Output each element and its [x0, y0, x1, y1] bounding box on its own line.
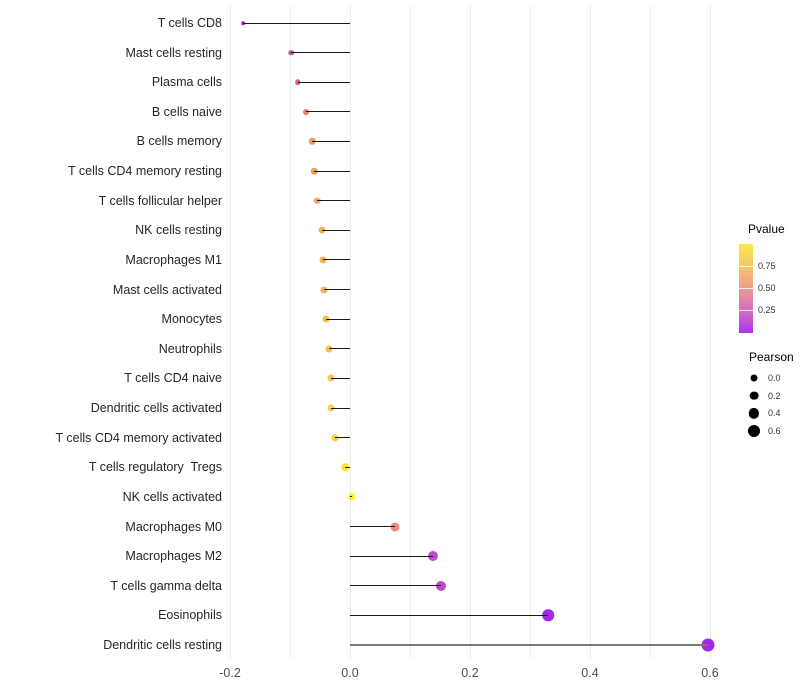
pearson-size-dot — [748, 425, 760, 437]
pearson-size-dot — [750, 374, 758, 382]
lollipop-stem — [350, 614, 548, 616]
y-axis-label: T cells CD4 naive — [124, 371, 222, 386]
y-axis-label: Plasma cells — [151, 75, 222, 90]
pearson-size-label: 0.6 — [768, 426, 781, 436]
gridline — [649, 6, 651, 658]
pvalue-legend-title: Pvalue — [748, 222, 785, 236]
y-axis-label: T cells CD4 memory activated — [55, 430, 223, 445]
pvalue-tick-label: 0.75 — [758, 261, 776, 271]
lollipop-stem — [312, 140, 350, 142]
y-axis-label: T cells CD4 memory resting — [68, 164, 222, 179]
y-axis-label: B cells naive — [151, 104, 222, 119]
data-point — [348, 493, 356, 501]
colorbar-tick — [739, 287, 753, 289]
y-axis-label: NK cells resting — [135, 223, 222, 238]
lollipop-stem — [350, 585, 442, 587]
gridline — [289, 6, 291, 658]
y-axis-label: Mast cells activated — [112, 282, 222, 297]
lollipop-stem — [306, 111, 350, 113]
colorbar-tick — [739, 265, 753, 267]
y-axis-label: Mast cells resting — [125, 45, 222, 60]
lollipop-stem — [331, 407, 350, 409]
x-axis-tick-label: -0.2 — [219, 666, 241, 680]
gridline — [709, 6, 711, 658]
lollipop-stem — [321, 229, 350, 231]
x-axis-tick-label: 0.6 — [701, 666, 719, 680]
y-axis-label: NK cells activated — [122, 489, 222, 504]
gridline — [469, 6, 471, 658]
gridline — [349, 6, 351, 658]
data-point — [390, 522, 400, 532]
lollipop-stem — [345, 466, 350, 468]
gridline — [589, 6, 591, 658]
lollipop-stem — [317, 200, 350, 202]
pearson-size-dot — [749, 391, 759, 401]
data-point — [542, 609, 554, 622]
y-axis-label: B cells memory — [136, 134, 222, 149]
lollipop-stem — [324, 289, 350, 291]
data-point — [436, 580, 447, 591]
x-axis-tick-label: 0.0 — [341, 666, 359, 680]
gridline — [409, 6, 411, 658]
y-axis-label: T cells CD8 — [157, 16, 222, 30]
x-axis-tick-label: 0.2 — [461, 666, 479, 680]
pvalue-colorbar — [739, 244, 753, 333]
gridline — [229, 6, 231, 658]
lollipop-stem — [314, 170, 350, 172]
data-point — [427, 551, 438, 562]
lollipop-stem — [326, 318, 350, 320]
y-axis-label: Dendritic cells activated — [90, 401, 222, 416]
pearson-size-label: 0.0 — [768, 372, 781, 383]
data-point — [701, 638, 715, 652]
y-axis-label: Neutrophils — [158, 341, 222, 356]
pvalue-tick-label: 0.50 — [758, 283, 776, 293]
y-axis-label: Macrophages M1 — [125, 252, 222, 267]
pearson-size-dot — [748, 408, 760, 419]
pvalue-tick-label: 0.25 — [758, 305, 776, 315]
y-axis-label: Eosinophils — [158, 608, 222, 623]
lollipop-stem — [329, 348, 350, 350]
y-axis-label: T cells regulatory Tregs — [88, 460, 222, 475]
y-axis-label: Macrophages M0 — [125, 519, 222, 534]
lollipop-stem — [243, 22, 350, 24]
lollipop-stem — [291, 52, 350, 54]
pearson-size-label: 0.4 — [768, 408, 781, 419]
lollipop-stem — [297, 81, 350, 83]
gridline — [529, 6, 531, 658]
lollipop-stem — [330, 377, 350, 379]
lollipop-stem — [350, 496, 352, 498]
pearson-size-label: 0.2 — [768, 390, 781, 401]
lollipop-stem — [350, 644, 709, 647]
pearson-legend-title: Pearson — [749, 350, 794, 364]
y-axis-label: T cells follicular helper — [98, 193, 222, 208]
y-axis-label: Macrophages M2 — [125, 549, 222, 564]
y-axis-label: Monocytes — [161, 312, 222, 327]
y-axis-label: T cells gamma delta — [110, 578, 222, 593]
lollipop-stem — [350, 555, 433, 557]
colorbar-tick — [739, 310, 753, 312]
x-axis-tick-label: 0.4 — [581, 666, 599, 680]
y-axis-label: Dendritic cells resting — [103, 638, 222, 653]
lollipop-stem — [323, 259, 350, 261]
lollipop-stem — [350, 526, 395, 528]
lollipop-stem — [335, 437, 350, 439]
